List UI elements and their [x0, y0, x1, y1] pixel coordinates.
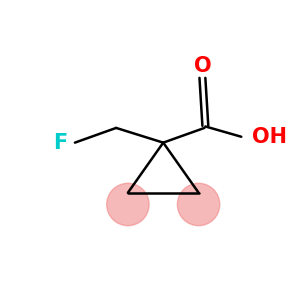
Circle shape — [177, 183, 220, 226]
Text: F: F — [53, 133, 67, 153]
Text: O: O — [194, 56, 211, 76]
Circle shape — [107, 183, 149, 226]
Text: OH: OH — [252, 127, 286, 147]
